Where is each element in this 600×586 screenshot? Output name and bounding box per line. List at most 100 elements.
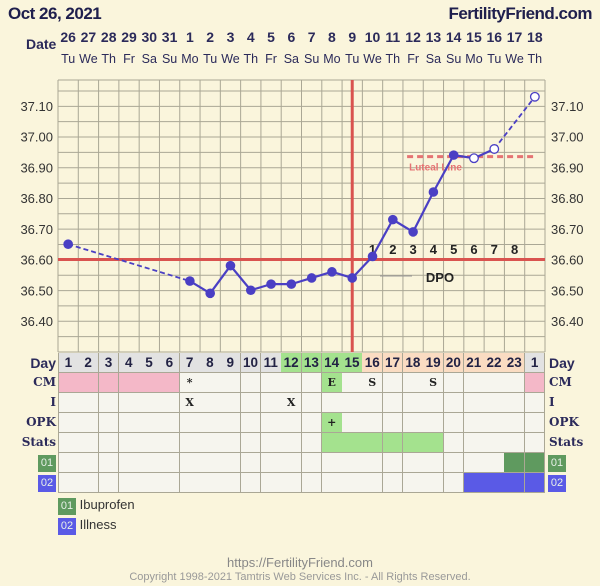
opk-cell[interactable] (423, 413, 445, 433)
temp-point[interactable] (388, 214, 398, 225)
opk-cell[interactable] (118, 413, 140, 433)
stats-cell[interactable] (78, 433, 100, 453)
day-cell[interactable]: 23 (504, 353, 526, 373)
cm-cell[interactable] (382, 373, 404, 393)
temp-point-open[interactable] (489, 144, 500, 154)
day-cell[interactable]: 19 (423, 353, 445, 373)
temp-point[interactable] (185, 276, 195, 286)
cm-cell[interactable] (463, 373, 485, 393)
tag02-cell[interactable] (159, 473, 181, 493)
stats-cell[interactable] (139, 433, 160, 453)
i-cell[interactable]: X (281, 393, 302, 413)
cm-cell[interactable] (139, 373, 160, 393)
stats-cell[interactable] (423, 433, 445, 453)
i-cell[interactable] (443, 393, 465, 413)
cm-cell[interactable] (342, 373, 363, 393)
tag01-cell[interactable] (443, 453, 465, 473)
day-cell[interactable]: 1 (58, 353, 79, 373)
tag01-cell[interactable] (159, 453, 181, 473)
stats-cell[interactable] (342, 433, 363, 453)
day-cell[interactable]: 18 (402, 353, 424, 373)
tag02-cell[interactable] (200, 473, 221, 493)
opk-cell[interactable] (504, 413, 526, 433)
day-cell[interactable]: 7 (179, 353, 201, 373)
temp-point[interactable] (266, 279, 276, 289)
tag01-cell[interactable] (58, 453, 79, 473)
tag02-cell[interactable] (139, 473, 160, 493)
i-cell[interactable] (118, 393, 140, 413)
day-cell[interactable]: 6 (159, 353, 181, 373)
stats-cell[interactable] (159, 433, 181, 453)
i-cell[interactable] (423, 393, 445, 413)
opk-cell[interactable] (362, 413, 384, 433)
cm-cell[interactable] (443, 373, 465, 393)
cm-cell[interactable]: E (321, 373, 343, 393)
day-cell[interactable]: 17 (382, 353, 404, 373)
day-cell[interactable]: 2 (78, 353, 100, 373)
i-cell[interactable] (382, 393, 404, 413)
day-cell[interactable]: 20 (443, 353, 465, 373)
tag01-cell[interactable] (240, 453, 262, 473)
cm-cell[interactable] (98, 373, 120, 393)
footer-url[interactable]: https://FertilityFriend.com (227, 555, 373, 570)
tag01-cell[interactable] (321, 453, 343, 473)
opk-cell[interactable] (139, 413, 160, 433)
tag02-cell[interactable] (362, 473, 384, 493)
stats-cell[interactable] (260, 433, 282, 453)
opk-cell[interactable] (281, 413, 302, 433)
day-cell[interactable]: 9 (220, 353, 242, 373)
i-cell[interactable] (301, 393, 323, 413)
tag01-cell[interactable] (423, 453, 445, 473)
i-cell[interactable]: X (179, 393, 201, 413)
tag02-cell[interactable] (321, 473, 343, 493)
cm-cell[interactable] (78, 373, 100, 393)
opk-cell[interactable] (220, 413, 242, 433)
cm-cell[interactable] (504, 373, 526, 393)
opk-cell[interactable] (78, 413, 100, 433)
temp-point-open[interactable] (529, 91, 540, 102)
stats-cell[interactable] (484, 433, 505, 453)
temp-point[interactable] (306, 273, 317, 283)
tag02-cell[interactable] (382, 473, 404, 493)
i-cell[interactable] (504, 393, 526, 413)
temp-point[interactable] (286, 279, 297, 289)
opk-cell[interactable] (463, 413, 485, 433)
tag01-cell[interactable] (220, 453, 242, 473)
opk-cell[interactable] (58, 413, 79, 433)
cm-cell[interactable] (524, 373, 546, 393)
temp-point-open[interactable] (469, 153, 479, 164)
tag01-cell[interactable] (139, 453, 160, 473)
temp-point[interactable] (367, 251, 378, 262)
stats-cell[interactable] (240, 433, 262, 453)
cm-cell[interactable]: S (423, 373, 445, 393)
opk-cell[interactable] (402, 413, 424, 433)
day-cell[interactable]: 8 (200, 353, 221, 373)
day-cell[interactable]: 10 (240, 353, 262, 373)
opk-cell[interactable] (179, 413, 201, 433)
stats-cell[interactable] (118, 433, 140, 453)
tag02-cell[interactable] (301, 473, 323, 493)
stats-cell[interactable] (179, 433, 201, 453)
tag01-cell[interactable] (281, 453, 302, 473)
temp-point[interactable] (408, 227, 418, 237)
day-cell[interactable]: 13 (301, 353, 323, 373)
tag02-cell[interactable] (342, 473, 363, 493)
tag02-cell[interactable] (423, 473, 445, 493)
i-cell[interactable] (362, 393, 384, 413)
cm-cell[interactable] (281, 373, 302, 393)
temp-point[interactable] (63, 239, 73, 249)
day-cell[interactable]: 15 (342, 353, 363, 373)
tag01-cell[interactable] (301, 453, 323, 473)
tag01-cell[interactable] (484, 453, 505, 473)
stats-cell[interactable] (402, 433, 424, 453)
day-cell[interactable]: 14 (321, 353, 343, 373)
tag01-cell[interactable] (402, 453, 424, 473)
tag02-cell[interactable] (504, 473, 526, 493)
tag02-cell[interactable] (118, 473, 140, 493)
tag02-cell[interactable] (179, 473, 201, 493)
temp-point[interactable] (327, 267, 337, 277)
stats-cell[interactable] (524, 433, 546, 453)
opk-cell[interactable] (159, 413, 181, 433)
cm-cell[interactable] (58, 373, 79, 393)
tag01-cell[interactable] (118, 453, 140, 473)
